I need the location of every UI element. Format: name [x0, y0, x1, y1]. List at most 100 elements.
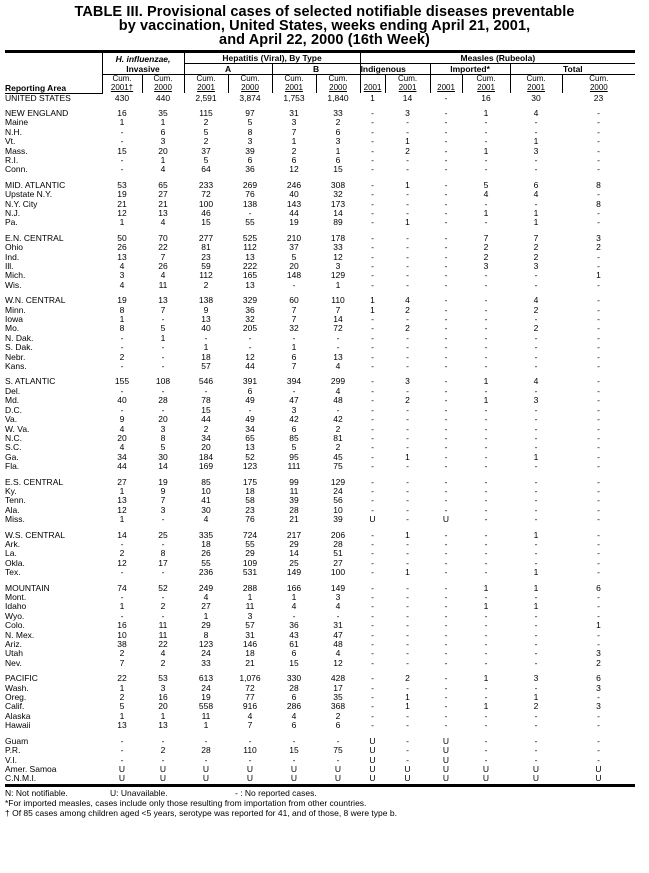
- value-cell: 11: [158, 279, 168, 290]
- value-cell: U: [369, 773, 376, 784]
- value-cell: 8: [596, 179, 601, 190]
- value-cell: -: [292, 332, 296, 343]
- reporting-area-cell: E.N. CENTRAL: [5, 232, 64, 243]
- value-cell: 41: [201, 495, 211, 506]
- value-cell: -: [444, 189, 448, 200]
- value-cell: 3: [335, 261, 341, 271]
- table-row: V.I. - - - - - - U - U - - -: [5, 754, 635, 765]
- value-cell: -: [120, 404, 124, 415]
- table-row: MOUNTAIN 74 52 249 288 166 149 - - - 1 1 6: [5, 582, 635, 593]
- value-cell: -: [484, 548, 488, 559]
- reporting-area-cell: MOUNTAIN: [5, 582, 50, 593]
- value-cell: -: [444, 270, 448, 281]
- table-row: Tex. - - 236 531 149 100 - 1 - - 1 -: [5, 567, 635, 578]
- value-cell: 149: [330, 582, 346, 593]
- value-cell: -: [120, 385, 124, 396]
- reporting-area-cell: Vt.: [5, 136, 16, 147]
- value-cell: -: [406, 504, 409, 515]
- reporting-area-cell: NEW ENGLAND: [5, 107, 69, 118]
- value-cell: 2: [335, 442, 341, 453]
- value-cell: -: [444, 701, 448, 712]
- value-cell: -: [444, 582, 448, 593]
- value-cell: -: [120, 754, 124, 765]
- value-cell: -: [597, 145, 600, 156]
- value-cell: 35: [333, 692, 343, 703]
- value-cell: 3,874: [239, 92, 261, 103]
- value-cell: 2: [483, 251, 489, 262]
- table-row: E.S. CENTRAL 27 19 85 175 99 129 - - - - - -: [5, 477, 635, 487]
- value-cell: -: [444, 648, 448, 659]
- value-cell: -: [534, 404, 538, 415]
- value-cell: 7: [291, 126, 297, 137]
- value-cell: 206: [330, 529, 346, 540]
- value-cell: 1: [483, 701, 489, 712]
- value-cell: 32: [289, 323, 299, 334]
- value-cell: 5: [203, 126, 209, 137]
- value-cell: -: [371, 189, 374, 200]
- table-row: Colo. 16 11 29 57 36 31 - - - - - 1: [5, 620, 635, 630]
- value-cell: 11: [201, 710, 211, 721]
- table-row: Vt. - 3 2 3 1 3 - 1 - - 1 -: [5, 136, 635, 147]
- value-cell: -: [371, 648, 374, 659]
- value-cell: 4: [533, 107, 539, 118]
- value-cell: U: [442, 514, 450, 525]
- value-cell: 75: [333, 461, 343, 472]
- value-cell: 269: [242, 179, 258, 190]
- value-cell: 3: [160, 504, 166, 515]
- reporting-area-cell: Alaska: [5, 710, 31, 721]
- reporting-area-cell: Ariz.: [5, 639, 22, 650]
- value-cell: 22: [158, 639, 168, 650]
- value-cell: 3: [119, 270, 125, 281]
- reporting-area-cell: Iowa: [5, 314, 23, 325]
- value-cell: 44: [201, 414, 211, 425]
- reporting-area-cell: Wis.: [5, 279, 22, 290]
- footnote-n: N: Not notifiable.: [5, 787, 68, 798]
- value-cell: -: [597, 557, 600, 568]
- value-cell: -: [597, 610, 600, 621]
- value-cell: -: [444, 279, 448, 290]
- value-cell: -: [336, 332, 340, 343]
- value-cell: 5: [160, 442, 166, 453]
- value-cell: 1: [405, 567, 410, 578]
- value-cell: -: [484, 361, 488, 372]
- reporting-area-cell: PACIFIC: [5, 673, 38, 684]
- column-header: Cum. 2000: [561, 74, 636, 93]
- value-cell: -: [444, 232, 448, 243]
- value-cell: 32: [333, 189, 343, 200]
- value-cell: 39: [333, 514, 343, 525]
- table-header: Reporting Area H. influenzae, Invasive He…: [5, 50, 636, 94]
- value-cell: -: [371, 442, 374, 453]
- value-cell: 13: [158, 207, 168, 218]
- value-cell: -: [371, 251, 374, 262]
- value-cell: 1: [533, 136, 539, 147]
- value-cell: U: [118, 773, 126, 784]
- table-row: Ariz. 38 22 123 146 61 48 - - - - - -: [5, 639, 635, 650]
- value-cell: 1: [119, 217, 125, 228]
- value-cell: -: [534, 154, 538, 165]
- value-cell: 11: [158, 629, 168, 640]
- value-cell: 916: [242, 701, 258, 712]
- value-cell: 15: [333, 164, 343, 175]
- value-cell: 20: [117, 432, 127, 443]
- value-cell: 3: [533, 261, 539, 271]
- value-cell: 4: [160, 270, 166, 281]
- value-cell: 178: [330, 232, 346, 243]
- value-cell: -: [161, 610, 165, 621]
- table-row: Hawaii 13 13 1 7 6 6 - - - - - -: [5, 720, 635, 731]
- reporting-area-cell: Miss.: [5, 514, 25, 525]
- value-cell: 6: [335, 720, 341, 731]
- table-row: S.C. 4 5 20 13 5 2 - - - - - -: [5, 442, 635, 453]
- value-cell: -: [534, 442, 538, 453]
- value-cell: 2: [160, 657, 166, 668]
- value-cell: 14: [158, 461, 168, 472]
- value-cell: 12: [117, 504, 127, 515]
- value-cell: -: [406, 189, 409, 200]
- value-cell: 112: [199, 270, 213, 281]
- value-cell: 2: [119, 548, 125, 559]
- value-cell: 6: [291, 154, 297, 165]
- value-cell: -: [534, 495, 538, 506]
- column-header: Cum. 2001: [461, 74, 511, 93]
- value-cell: 4: [533, 295, 539, 306]
- value-cell: -: [406, 414, 409, 425]
- value-cell: 13: [117, 495, 127, 506]
